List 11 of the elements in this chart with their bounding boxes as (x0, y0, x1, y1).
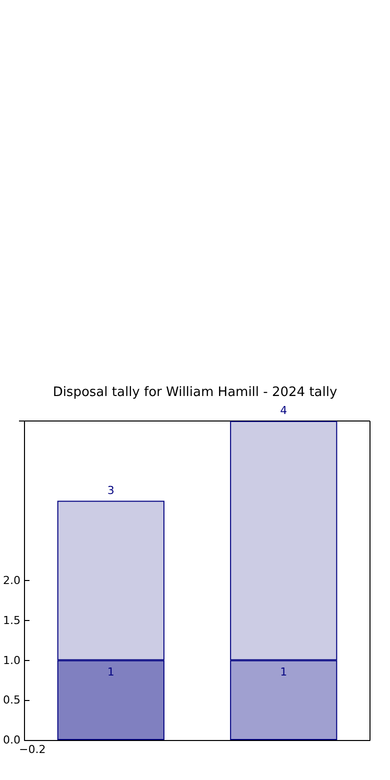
y-tick-label: 1.5 (2, 614, 20, 627)
text: −0.2 (19, 743, 46, 756)
total-label: 4 (280, 404, 288, 417)
y-tick-label: 0.5 (2, 694, 20, 707)
total-label: 3 (107, 484, 114, 497)
y-tick-label: 1.0 (2, 654, 20, 667)
data-label: 1 (280, 665, 288, 678)
chart-title: Disposal tally for William Hamill - 2024 tally (52, 385, 338, 400)
data-label: 1 (107, 665, 114, 678)
y-tick-label: 0.0 (2, 734, 20, 746)
y-tick-label: 2.0 (2, 574, 20, 587)
